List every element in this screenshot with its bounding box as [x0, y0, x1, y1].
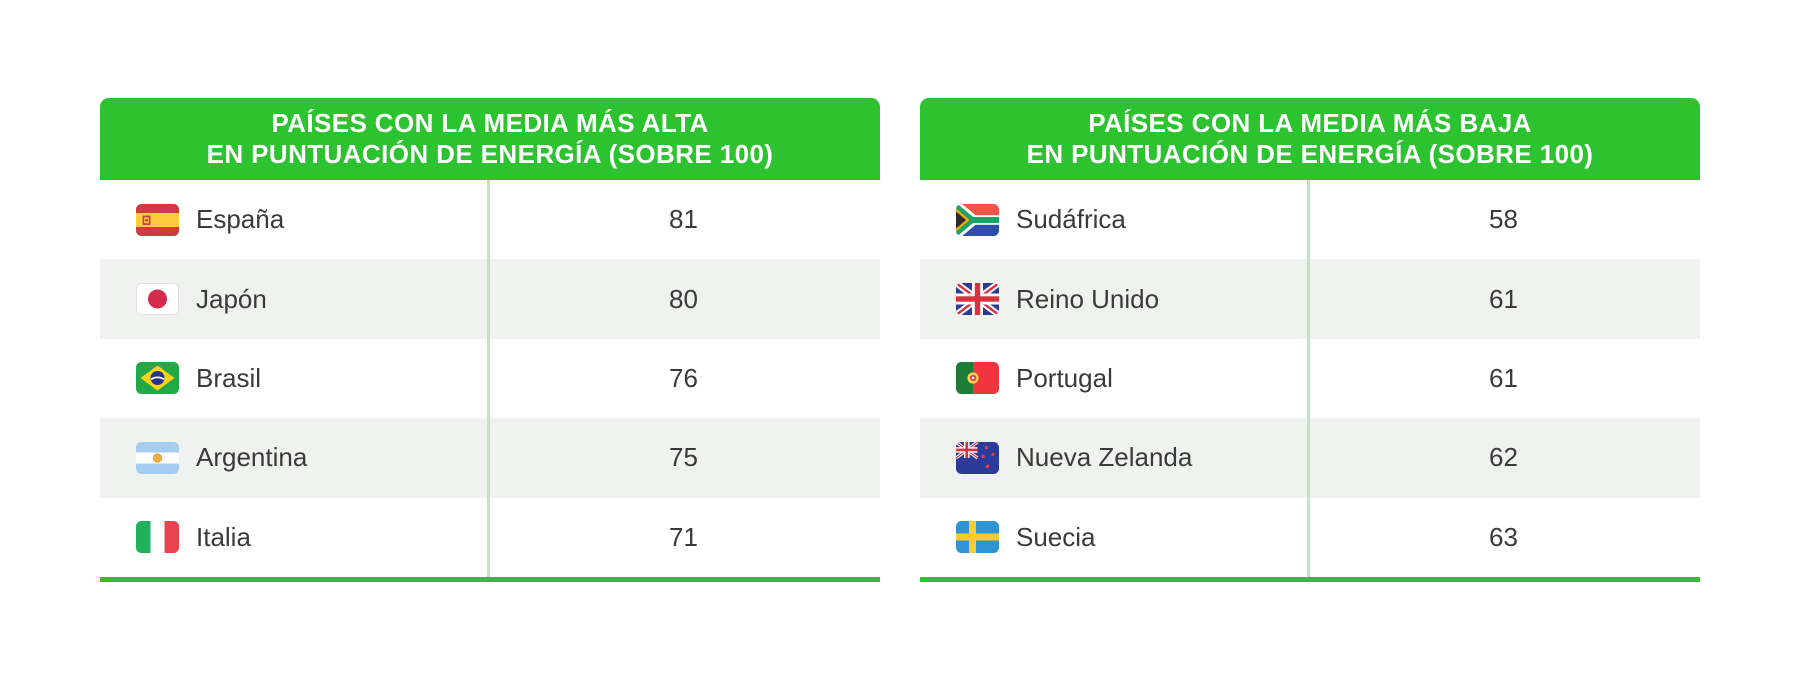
table-header-lowest: PAÍSES CON LA MEDIA MÁS BAJA EN PUNTUACI… [920, 98, 1700, 180]
country-row: Japón 80 [100, 259, 880, 339]
country-cell: Suecia [920, 521, 1307, 554]
country-name: Brasil [196, 362, 262, 393]
country-name: Reino Unido [1016, 283, 1160, 314]
country-cell: Nueva Zelanda [920, 441, 1307, 474]
country-row: Sudáfrica 58 [920, 180, 1700, 259]
country-row: Suecia 63 [920, 498, 1700, 577]
flag-portugal-icon [956, 362, 999, 395]
score-value: 61 [1489, 362, 1518, 393]
score-value: 62 [1489, 442, 1518, 473]
score-value: 61 [1489, 283, 1518, 314]
country-name: Argentina [196, 442, 308, 473]
country-cell: Italia [100, 521, 487, 554]
header-line2: EN PUNTUACIÓN DE ENERGÍA (SOBRE 100) [206, 139, 774, 169]
flag-sweden-icon [956, 521, 999, 554]
table-bottom-border [100, 576, 880, 582]
flag-united-kingdom-icon [956, 283, 999, 316]
table-bottom-border [920, 576, 1700, 582]
country-row: Italia 71 [100, 498, 880, 577]
flag-brazil-icon [136, 362, 179, 395]
country-cell: Brasil [100, 362, 487, 395]
score-value: 71 [669, 521, 698, 552]
score-value: 80 [669, 283, 698, 314]
country-row: España 81 [100, 180, 880, 259]
header-line1: PAÍSES CON LA MEDIA MÁS BAJA [1088, 108, 1532, 138]
country-name: Japón [196, 283, 267, 314]
country-name: Portugal [1016, 362, 1113, 393]
country-cell: Reino Unido [920, 283, 1307, 316]
flag-south-africa-icon [956, 203, 999, 236]
country-cell: Argentina [100, 441, 487, 474]
country-row: Argentina 75 [100, 418, 880, 498]
score-value: 76 [669, 362, 698, 393]
score-value: 75 [669, 442, 698, 473]
country-name: Italia [196, 521, 251, 552]
header-line1: PAÍSES CON LA MEDIA MÁS ALTA [271, 108, 709, 138]
country-cell: Japón [100, 283, 487, 316]
table-header-highest: PAÍSES CON LA MEDIA MÁS ALTA EN PUNTUACI… [100, 98, 880, 180]
flag-new-zealand-icon [956, 441, 999, 474]
score-value: 63 [1489, 521, 1518, 552]
country-row: Brasil 76 [100, 339, 880, 418]
table-body-lowest: Sudáfrica 58 Reino Unido 61 Portugal 61 Nue… [920, 180, 1700, 577]
country-row: Portugal 61 [920, 339, 1700, 418]
score-value: 81 [669, 204, 698, 235]
column-divider [487, 180, 490, 577]
country-row: Nueva Zelanda 62 [920, 418, 1700, 498]
column-divider [1307, 180, 1310, 577]
flag-argentina-icon [136, 441, 179, 474]
country-row: Reino Unido 61 [920, 259, 1700, 339]
country-cell: Sudáfrica [920, 203, 1307, 236]
table-body-highest: España 81 Japón 80 Brasil 76 Argentina 75 It… [100, 180, 880, 577]
flag-spain-icon [136, 203, 179, 236]
country-name: Nueva Zelanda [1016, 442, 1193, 473]
country-name: Suecia [1016, 521, 1096, 552]
country-name: Sudáfrica [1016, 204, 1126, 235]
score-value: 58 [1489, 204, 1518, 235]
flag-italy-icon [136, 521, 179, 554]
header-line2: EN PUNTUACIÓN DE ENERGÍA (SOBRE 100) [1026, 139, 1594, 169]
table-lowest-energy-scores: PAÍSES CON LA MEDIA MÁS BAJA EN PUNTUACI… [920, 98, 1700, 582]
country-name: España [196, 204, 285, 235]
country-cell: España [100, 203, 487, 236]
country-cell: Portugal [920, 362, 1307, 395]
flag-japan-icon [136, 283, 179, 316]
table-highest-energy-scores: PAÍSES CON LA MEDIA MÁS ALTA EN PUNTUACI… [100, 98, 880, 582]
